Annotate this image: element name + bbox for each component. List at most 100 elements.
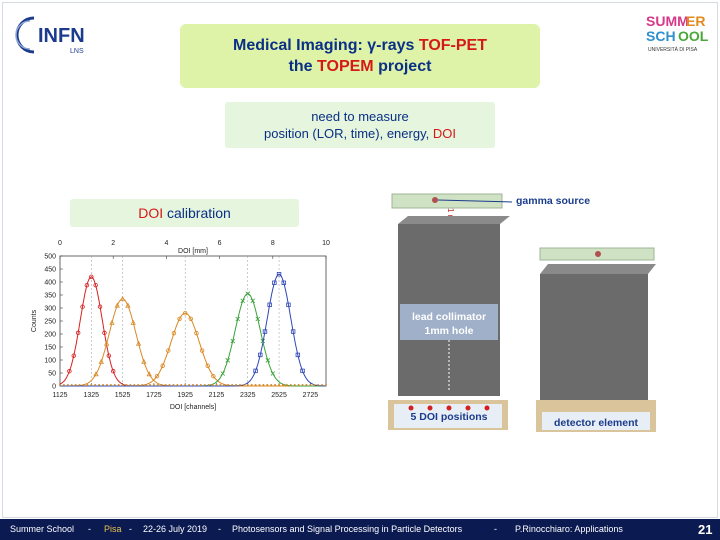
footer-sep-3: - [218, 524, 221, 534]
baseline-point [250, 383, 253, 386]
data-point [188, 316, 194, 321]
data-point [300, 368, 305, 374]
y-tick-label: 150 [44, 345, 56, 352]
y-tick-label: 450 [44, 267, 56, 274]
baseline-point [227, 383, 230, 386]
baseline-point [117, 383, 120, 386]
baseline-point [274, 383, 277, 386]
data-point [106, 353, 112, 358]
data-point [235, 316, 241, 322]
infn-logo-sub: LNS [70, 48, 84, 55]
baseline-point [78, 383, 81, 386]
baseline-point [281, 383, 284, 386]
slide-border [2, 2, 718, 518]
detector-label-bg [542, 412, 650, 430]
baseline-point [145, 383, 148, 386]
baseline-point [199, 383, 202, 386]
data-point [245, 291, 251, 296]
footer-school: Summer School [10, 524, 75, 534]
title-topem: TOPEM [317, 58, 374, 75]
footer-page-number: 21 [698, 522, 713, 537]
data-point [225, 358, 231, 363]
baseline-point [219, 383, 222, 386]
baseline-point [172, 383, 175, 386]
baseline-point [176, 383, 179, 386]
baseline-point [152, 383, 155, 386]
footer-bar: Summer School - Pisa - 22-26 July 2019 -… [0, 519, 720, 540]
y-tick-label: 50 [48, 371, 56, 378]
data-point [102, 330, 107, 336]
data-point [160, 363, 165, 368]
baseline-point [215, 383, 218, 386]
gamma-source-label: gamma source [516, 195, 590, 207]
baseline-point [160, 383, 163, 386]
x2-tick-label: 8 [271, 240, 275, 247]
baseline-point [180, 383, 183, 386]
data-point [253, 368, 258, 374]
data-point [194, 330, 199, 336]
data-point [270, 371, 276, 376]
infn-logo: INFN LNS [12, 12, 104, 56]
data-point [97, 304, 103, 309]
data-point [230, 338, 236, 344]
doi-calibration-box: DOI calibration [70, 199, 299, 227]
y-tick-label: 0 [52, 384, 56, 391]
baseline-point [121, 383, 124, 386]
title-tof-pet: TOF-PET [418, 37, 487, 54]
gamma-source-pointer [437, 199, 513, 203]
baseline-point [317, 383, 320, 386]
need-quantities: position (LOR, time), energy, [264, 126, 433, 141]
baseline-point [223, 383, 226, 386]
detector-element-label: detector element [554, 417, 639, 429]
data-point [80, 304, 85, 309]
x-tick-label: 1925 [177, 392, 193, 399]
x-tick-label: 1125 [52, 392, 67, 399]
baseline-point [246, 383, 249, 386]
baseline-point [129, 383, 132, 386]
x2-axis-label: DOI [mm] [178, 248, 208, 255]
data-point [211, 373, 216, 379]
data-point [75, 330, 81, 336]
data-point [103, 340, 110, 346]
baseline-point [258, 383, 261, 386]
data-point [154, 373, 160, 379]
data-point [177, 316, 182, 321]
data-point [286, 302, 291, 308]
baseline-point [82, 383, 85, 386]
baseline-point [113, 383, 116, 386]
data-point [199, 348, 205, 353]
x-axis-label: DOI [channels] [170, 404, 216, 411]
baseline-point [254, 383, 257, 386]
footer-sep-2: - [129, 524, 132, 534]
x2-tick-label: 4 [164, 240, 168, 247]
baseline-point [211, 383, 214, 386]
svg-text:ER: ER [686, 13, 705, 29]
data-point [240, 298, 246, 304]
y-tick-label: 200 [44, 332, 56, 339]
baseline-point [192, 383, 194, 386]
doi-positions-label: 5 DOI positions [410, 411, 487, 423]
baseline-point [109, 383, 112, 386]
footer-dates: 22-26 July 2019 [143, 524, 208, 534]
gamma-source-dot [432, 197, 438, 203]
data-point [276, 272, 282, 277]
title-line-2: the TOPEM project [289, 56, 432, 77]
data-point [146, 371, 152, 377]
baseline-point [137, 383, 140, 386]
svg-text:UNIVERSITÀ DI PISA: UNIVERSITÀ DI PISA [648, 46, 698, 53]
right-block-top [540, 264, 656, 274]
data-point [290, 329, 296, 334]
collimator-label-2: 1mm hole [424, 325, 473, 337]
svg-text:SUMM: SUMM [646, 13, 689, 29]
baseline-point [309, 383, 312, 386]
baseline-point [86, 383, 89, 386]
collimator-label-bg [400, 304, 498, 340]
baseline-point [203, 383, 206, 386]
baseline-point [238, 383, 241, 386]
data-point [98, 358, 104, 364]
summer-school-logo: SUMM ER SCH OOL UNIVERSITÀ DI PISA [640, 10, 712, 54]
data-point [71, 353, 76, 358]
title-the: the [288, 58, 318, 75]
footer-author: P.Rinocchiaro: Applications [515, 524, 623, 534]
x2-tick-label: 2 [111, 240, 115, 247]
